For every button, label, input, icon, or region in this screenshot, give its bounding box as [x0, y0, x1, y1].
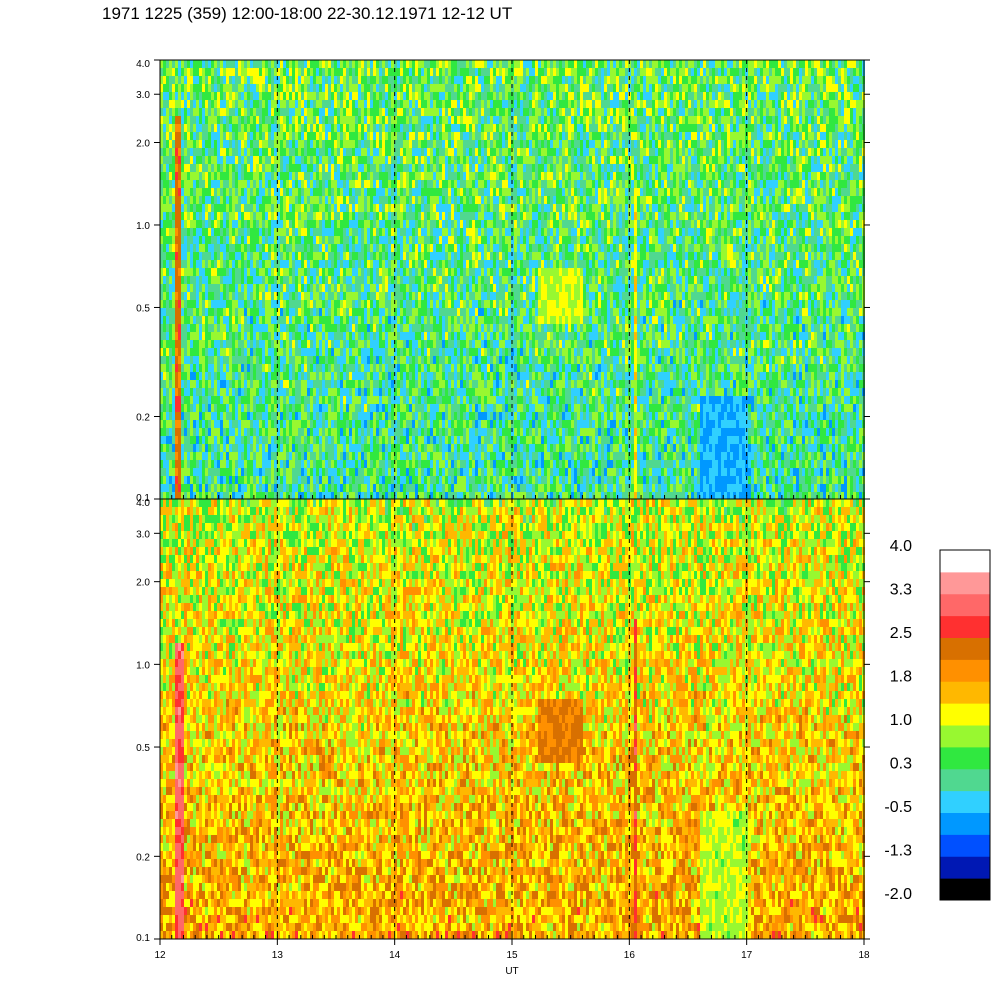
colorbar-swatch-10 — [940, 659, 990, 682]
colorbar-label-8: -2.0 — [884, 886, 912, 903]
colorbar-label-7: -1.3 — [884, 843, 912, 860]
xtick-label-13: 13 — [272, 950, 284, 961]
colorbar-swatch-13 — [940, 593, 990, 617]
panel-2-ytick-label-0.2: 0.2 — [136, 852, 150, 863]
panel-1-heatmap-cells — [160, 60, 865, 499]
colorbar-label-0: 4.0 — [890, 538, 912, 555]
xtick-label-17: 17 — [741, 950, 753, 961]
panel-2-ytick-label-4.0: 4.0 — [136, 498, 150, 509]
colorbar-swatch-1 — [940, 856, 990, 879]
colorbar-swatch-4 — [940, 790, 990, 813]
page-title: 1971 1225 (359) 12:00-18:00 22-30.12.197… — [102, 4, 512, 24]
colorbar-frame — [939, 549, 991, 901]
colorbar-swatch-3 — [940, 812, 990, 835]
colorbar-label-4: 1.0 — [890, 712, 912, 729]
xtick-label-18: 18 — [858, 950, 870, 961]
panel-2-ytick-label-1.0: 1.0 — [136, 660, 150, 671]
colorbar-swatch-7 — [940, 725, 990, 748]
colorbar-label-3: 1.8 — [890, 669, 912, 686]
panel-2-heatmap-cells — [160, 499, 865, 939]
colorbar-swatch-8 — [940, 703, 990, 726]
colorbar-swatch-5 — [940, 768, 990, 792]
colorbar-label-6: -0.5 — [884, 799, 912, 816]
panel-1-ytick-label-0.2: 0.2 — [136, 413, 150, 424]
xtick-label-12: 12 — [154, 950, 166, 961]
xtick-label-15: 15 — [506, 950, 518, 961]
colorbar-label-2: 2.5 — [890, 625, 912, 642]
x-axis-label: UT — [505, 966, 518, 977]
colorbar-swatch-15 — [940, 550, 990, 573]
panel-2-ytick-label-3.0: 3.0 — [136, 529, 150, 540]
panel-1-ytick-label-0.5: 0.5 — [136, 303, 150, 314]
colorbar-swatch-12 — [940, 615, 990, 638]
colorbar-swatch-6 — [940, 746, 990, 770]
panel-1-ytick-label-0.1: 0.1 — [136, 493, 150, 504]
colorbar-swatch-11 — [940, 637, 990, 660]
colorbar-swatch-2 — [940, 834, 990, 857]
colorbar-swatch-14 — [940, 571, 990, 595]
xtick-label-14: 14 — [389, 950, 401, 961]
colorbar-swatch-0 — [940, 878, 990, 901]
panel-1-ytick-label-1.0: 1.0 — [136, 221, 150, 232]
xtick-label-16: 16 — [624, 950, 636, 961]
panel-1-ytick-label-4.0: 4.0 — [136, 59, 150, 70]
panel-1-ytick-label-2.0: 2.0 — [136, 138, 150, 149]
panel-1-ytick-label-3.0: 3.0 — [136, 90, 150, 101]
panel-2-ytick-label-0.1: 0.1 — [136, 933, 150, 944]
panel-2-ytick-label-2.0: 2.0 — [136, 578, 150, 589]
colorbar-swatch-9 — [940, 681, 990, 704]
colorbar-label-5: 0.3 — [890, 756, 912, 773]
panel-2-ytick-label-0.5: 0.5 — [136, 743, 150, 754]
colorbar-label-1: 3.3 — [890, 582, 912, 599]
